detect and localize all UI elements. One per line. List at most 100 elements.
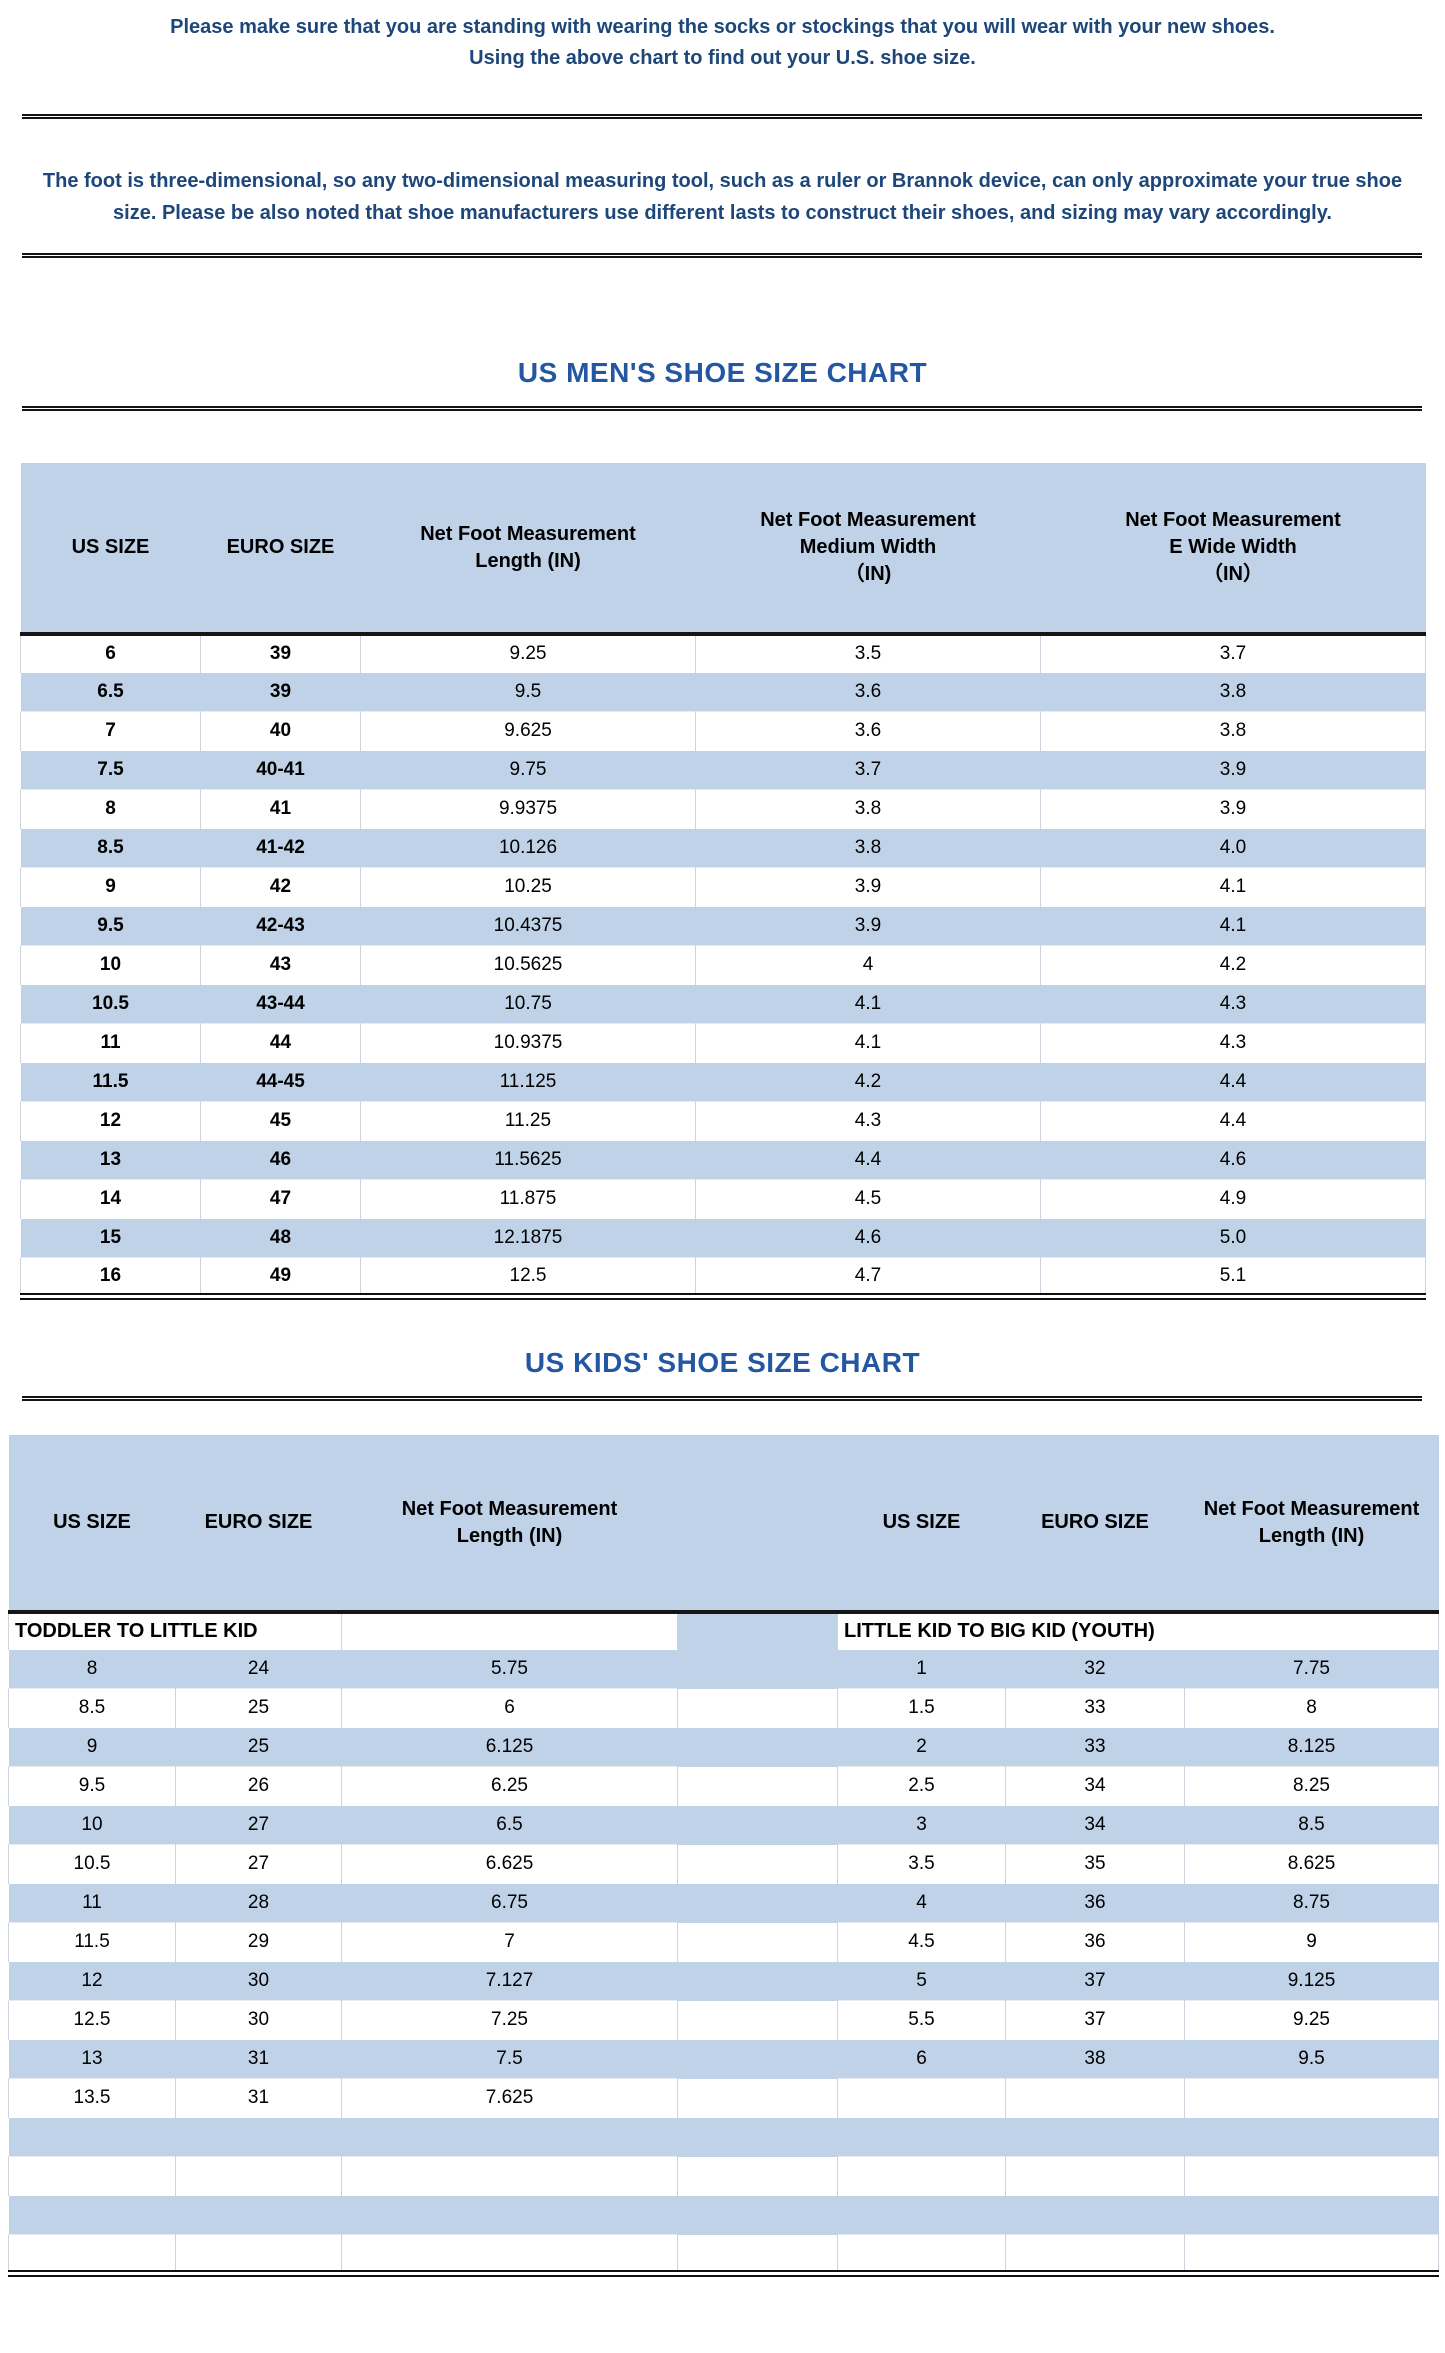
table-cell [8, 2156, 176, 2196]
table-cell: 7.5 [341, 2039, 678, 2079]
table-cell: 16 [20, 1257, 201, 1297]
table-cell [1005, 2234, 1185, 2274]
table-cell [677, 1649, 838, 1689]
table-row: 13 46 11.5625 4.4 4.6 [20, 1140, 1426, 1180]
table-cell: 3.8 [1040, 711, 1426, 751]
table-cell: 9.9375 [360, 789, 696, 829]
table-cell: 13 [20, 1140, 201, 1180]
table-cell: 24 [175, 1649, 342, 1689]
table-row: 10.5 43-44 10.75 4.1 4.3 [20, 984, 1426, 1024]
header-label: Length (IN) [1258, 1524, 1365, 1547]
table-cell: 27 [175, 1844, 342, 1884]
header-label: Net Foot Measurement [401, 1497, 618, 1520]
table-cell: 44-45 [200, 1062, 361, 1102]
table-cell [837, 2234, 1006, 2274]
table-cell: 4.7 [695, 1257, 1041, 1297]
table-row: 11.5 29 7 4.5 36 9 [8, 1922, 1439, 1962]
table-cell: 10.25 [360, 867, 696, 907]
kids-size-table: US SIZE EURO SIZE Net Foot Measurement L… [8, 1435, 1439, 2277]
header-cell-us-size: US SIZE [837, 1435, 1006, 1614]
table-cell [1184, 2195, 1439, 2235]
table-cell: 40 [200, 711, 361, 751]
table-row: 7 40 9.625 3.6 3.8 [20, 711, 1426, 751]
table-cell: 8.5 [8, 1688, 176, 1728]
table-cell: 7 [20, 711, 201, 751]
table-cell: 9.5 [1184, 2039, 1439, 2079]
table-cell: 8.5 [1184, 1805, 1439, 1845]
intro-line-1: Please make sure that you are standing w… [170, 16, 1275, 38]
table-row [8, 2156, 1439, 2196]
spacer-cell [677, 1611, 838, 1650]
kids-table-header: US SIZE EURO SIZE Net Foot Measurement L… [8, 1435, 1439, 1614]
table-cell: 3.9 [695, 867, 1041, 907]
table-cell: 2.5 [837, 1766, 1006, 1806]
table-cell: 9.75 [360, 750, 696, 790]
table-cell: 3.6 [695, 711, 1041, 751]
table-cell: 1 [837, 1649, 1006, 1689]
table-row: 11.5 44-45 11.125 4.2 4.4 [20, 1062, 1426, 1102]
table-cell: 6.125 [341, 1727, 678, 1767]
table-cell: 30 [175, 2000, 342, 2040]
table-cell: 4.4 [1040, 1062, 1426, 1102]
table-cell: 3.9 [1040, 750, 1426, 790]
table-cell [677, 2117, 838, 2157]
table-cell: 30 [175, 1961, 342, 2001]
table-cell: 46 [200, 1140, 361, 1180]
table-cell: 3.8 [1040, 672, 1426, 712]
table-cell: 6.625 [341, 1844, 678, 1884]
header-row: US SIZE EURO SIZE Net Foot Measurement L… [20, 463, 1426, 636]
header-label: （IN） [1203, 563, 1263, 586]
table-cell: 4.2 [695, 1062, 1041, 1102]
table-cell [1005, 2078, 1185, 2118]
table-cell: 27 [175, 1805, 342, 1845]
table-cell [1184, 2078, 1439, 2118]
mens-table-body: 6 39 9.25 3.5 3.7 6.5 39 9.5 3.6 3.8 7 40 9.625 3.6 3.… [20, 633, 1426, 1297]
table-cell [175, 2156, 342, 2196]
table-cell: 45 [200, 1101, 361, 1141]
table-row [8, 2117, 1439, 2157]
table-cell: 11.5 [20, 1062, 201, 1102]
table-cell: 5.0 [1040, 1218, 1426, 1258]
table-row: 10 27 6.5 3 34 8.5 [8, 1805, 1439, 1845]
table-cell: 29 [175, 1922, 342, 1962]
table-cell: 42-43 [200, 906, 361, 946]
table-cell: 4.3 [1040, 1023, 1426, 1063]
table-row: 10 43 10.5625 4 4.2 [20, 945, 1426, 985]
table-cell [1184, 2156, 1439, 2196]
kids-chart-title: US KIDS' SHOE SIZE CHART [524, 1347, 921, 1378]
mens-table-header: US SIZE EURO SIZE Net Foot Measurement L… [20, 463, 1426, 636]
table-row: 9 25 6.125 2 33 8.125 [8, 1727, 1439, 1767]
header-cell-us-size: US SIZE [20, 463, 201, 636]
table-cell [677, 2195, 838, 2235]
header-label: US SIZE [53, 1511, 131, 1534]
table-row: 9.5 42-43 10.4375 3.9 4.1 [20, 906, 1426, 946]
table-cell: 7.5 [20, 750, 201, 790]
table-cell: 4.6 [695, 1218, 1041, 1258]
table-cell: 11 [8, 1883, 176, 1923]
table-cell: 4.3 [695, 1101, 1041, 1141]
table-cell: 37 [1005, 1961, 1185, 2001]
header-label: E Wide Width [1169, 536, 1297, 559]
table-cell: 31 [175, 2078, 342, 2118]
table-cell: 1.5 [837, 1688, 1006, 1728]
header-label: Length (IN) [475, 549, 581, 572]
table-cell: 8 [20, 789, 201, 829]
table-cell: 33 [1005, 1688, 1185, 1728]
document-page: Please make sure that you are standing w… [8, 16, 1439, 2277]
table-cell: 6.5 [20, 672, 201, 712]
table-cell: 4.2 [1040, 945, 1426, 985]
table-cell: 9.25 [1184, 2000, 1439, 2040]
table-cell: 8 [1184, 1688, 1439, 1728]
table-row: 12.5 30 7.25 5.5 37 9.25 [8, 2000, 1439, 2040]
table-cell [1184, 2234, 1439, 2274]
header-cell-medium-width: Net Foot Measurement Medium Width （IN) [695, 463, 1041, 636]
table-cell: 15 [20, 1218, 201, 1258]
header-label: Net Foot Measurement [420, 522, 636, 545]
table-cell: 11.125 [360, 1062, 696, 1102]
table-cell: 10.4375 [360, 906, 696, 946]
table-cell: 48 [200, 1218, 361, 1258]
table-cell: 4.6 [1040, 1140, 1426, 1180]
table-cell: 8.75 [1184, 1883, 1439, 1923]
table-row: 15 48 12.1875 4.6 5.0 [20, 1218, 1426, 1258]
table-cell [175, 2117, 342, 2157]
